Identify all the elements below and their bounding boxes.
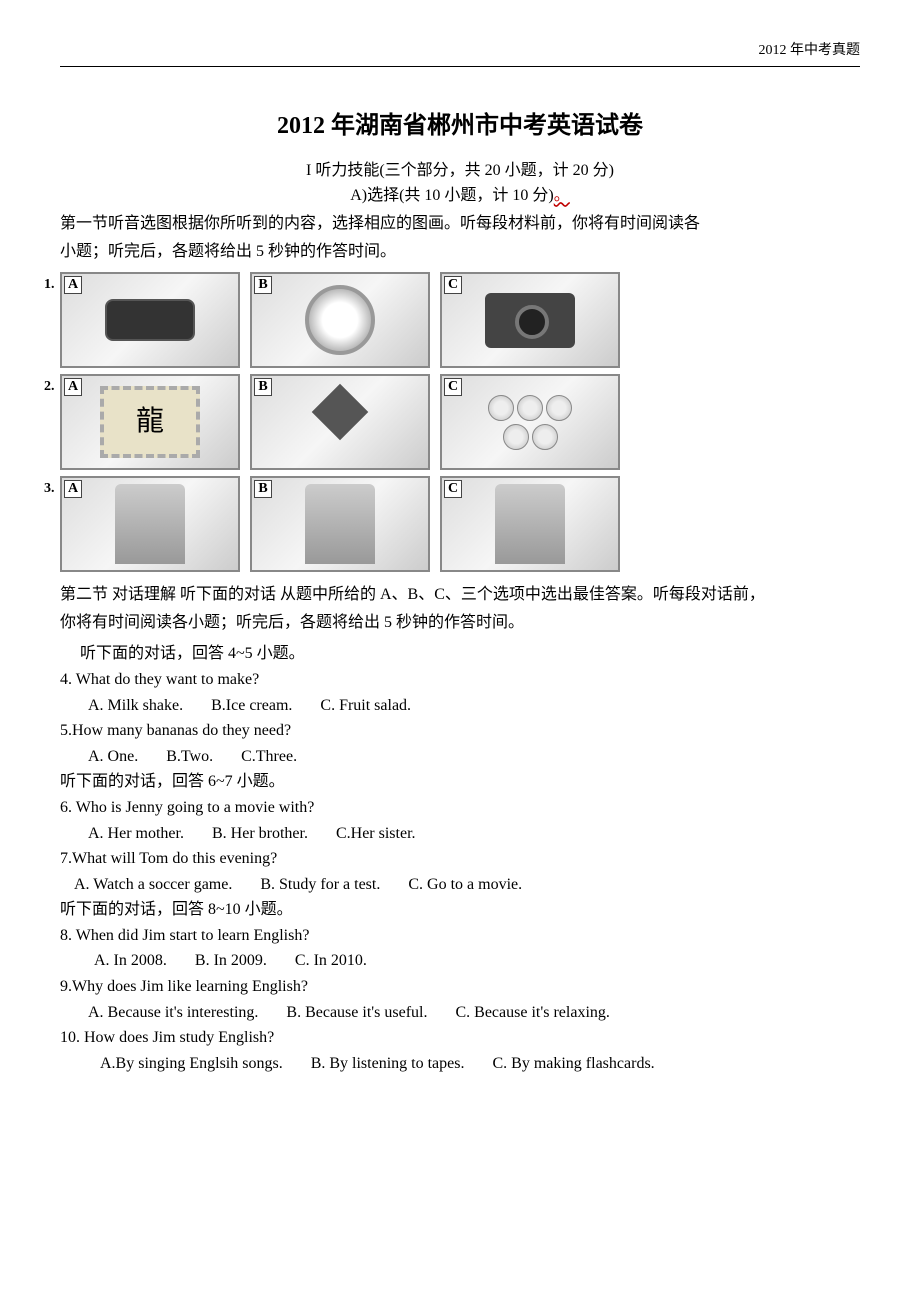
- row-2-number: 2.: [44, 376, 55, 398]
- dialogue-head-2: 听下面的对话，回答 6~7 小题。: [60, 769, 860, 795]
- subtitle-b-dot: 。: [554, 187, 570, 204]
- section2-intro-line1: 第二节 对话理解 听下面的对话 从题中所给的 A、B、C、三个选项中选出最佳答案…: [60, 582, 860, 608]
- image-row-3: 3. A B C: [60, 476, 620, 572]
- q7-opt-b: B. Study for a test.: [260, 872, 380, 898]
- subtitle-b-text: A)选择(共 10 小题，计 10 分): [350, 187, 554, 204]
- image-cell-3b: B: [250, 476, 430, 572]
- q4-opt-b: B.Ice cream.: [211, 693, 292, 719]
- q4-opt-c: C. Fruit salad.: [320, 693, 411, 719]
- question-9: 9.Why does Jim like learning English?: [60, 974, 860, 1000]
- q4-opt-a: A. Milk shake.: [88, 693, 183, 719]
- row-3-number: 3.: [44, 478, 55, 500]
- q5-opt-c: C.Three.: [241, 744, 297, 770]
- q8-opt-a: A. In 2008.: [94, 948, 167, 974]
- image-tag: A: [64, 276, 82, 294]
- question-6-options: A. Her mother. B. Her brother. C.Her sis…: [60, 821, 860, 847]
- question-7: 7.What will Tom do this evening?: [60, 846, 860, 872]
- q6-opt-a: A. Her mother.: [88, 821, 184, 847]
- section2-intro-line2: 你将有时间阅读各小题；听完后，各题将给出 5 秒钟的作答时间。: [60, 610, 860, 636]
- q5-opt-a: A. One.: [88, 744, 138, 770]
- q6-opt-c: C.Her sister.: [336, 821, 416, 847]
- question-10-options: A.By singing Englsih songs. B. By listen…: [60, 1051, 860, 1077]
- image-tag: B: [254, 480, 272, 498]
- question-9-options: A. Because it's interesting. B. Because …: [60, 1000, 860, 1026]
- image-cell-3c: C: [440, 476, 620, 572]
- image-row-2: 2. A 龍 B C: [60, 374, 620, 470]
- q10-opt-b: B. By listening to tapes.: [311, 1051, 465, 1077]
- image-tag: B: [254, 378, 272, 396]
- person-attendant-icon: [495, 484, 565, 564]
- q10-opt-a: A.By singing Englsih songs.: [100, 1051, 283, 1077]
- image-tag: C: [444, 276, 462, 294]
- section1-intro-line1-text: 第一节听音选图根据你所听到的内容，选择相应的图画。听每段材料前，你将有时间阅读各: [60, 215, 700, 232]
- question-6: 6. Who is Jenny going to a movie with?: [60, 795, 860, 821]
- image-cell-2a: A 龍: [60, 374, 240, 470]
- page-header-right: 2012 年中考真题: [60, 40, 860, 66]
- listening-image-grid: 1. A B C 2. A 龍 B C 3.: [60, 272, 620, 572]
- image-cell-1b: B: [250, 272, 430, 368]
- image-tag: A: [64, 378, 82, 396]
- image-row-1: 1. A B C: [60, 272, 620, 368]
- person-police-icon: [305, 484, 375, 564]
- kite-icon: [300, 392, 380, 452]
- exam-subtitle-b: A)选择(共 10 小题，计 10 分)。: [60, 183, 860, 209]
- question-8-options: A. In 2008. B. In 2009. C. In 2010.: [60, 948, 860, 974]
- header-divider: [60, 66, 860, 67]
- q6-opt-b: B. Her brother.: [212, 821, 308, 847]
- q8-opt-c: C. In 2010.: [295, 948, 367, 974]
- question-4: 4. What do they want to make?: [60, 667, 860, 693]
- exam-title: 2012 年湖南省郴州市中考英语试卷: [60, 107, 860, 145]
- question-7-options: A. Watch a soccer game. B. Study for a t…: [60, 872, 860, 898]
- coins-icon: [487, 395, 573, 450]
- q9-opt-c: C. Because it's relaxing.: [455, 1000, 609, 1026]
- question-4-options: A. Milk shake. B.Ice cream. C. Fruit sal…: [60, 693, 860, 719]
- image-cell-1c: C: [440, 272, 620, 368]
- question-10: 10. How does Jim study English?: [60, 1025, 860, 1051]
- person-nurse-icon: [115, 484, 185, 564]
- stamp-icon: 龍: [100, 386, 200, 458]
- phone-icon: [105, 299, 195, 341]
- question-5-options: A. One. B.Two. C.Three.: [60, 744, 860, 770]
- dialogue-head-1: 听下面的对话，回答 4~5 小题。: [60, 641, 860, 667]
- q7-opt-c: C. Go to a movie.: [408, 872, 522, 898]
- image-cell-2b: B: [250, 374, 430, 470]
- image-tag: C: [444, 480, 462, 498]
- question-8: 8. When did Jim start to learn English?: [60, 923, 860, 949]
- question-5: 5.How many bananas do they need?: [60, 718, 860, 744]
- image-cell-2c: C: [440, 374, 620, 470]
- q10-opt-c: C. By making flashcards.: [492, 1051, 654, 1077]
- q9-opt-b: B. Because it's useful.: [286, 1000, 427, 1026]
- q5-opt-b: B.Two.: [166, 744, 213, 770]
- watch-icon: [305, 285, 375, 355]
- dialogue-head-3: 听下面的对话，回答 8~10 小题。: [60, 897, 860, 923]
- q8-opt-b: B. In 2009.: [195, 948, 267, 974]
- q9-opt-a: A. Because it's interesting.: [88, 1000, 258, 1026]
- camera-icon: [485, 293, 575, 348]
- row-1-number: 1.: [44, 274, 55, 296]
- exam-subtitle-a: I 听力技能(三个部分，共 20 小题，计 20 分): [60, 158, 860, 184]
- image-tag: B: [254, 276, 272, 294]
- image-cell-1a: A: [60, 272, 240, 368]
- section1-intro-line1: 第一节听音选图根据你所听到的内容，选择相应的图画。听每段材料前，你将有时间阅读各: [60, 211, 860, 237]
- q7-opt-a: A. Watch a soccer game.: [74, 872, 232, 898]
- section1-intro-line2: 小题；听完后，各题将给出 5 秒钟的作答时间。: [60, 239, 860, 265]
- image-cell-3a: A: [60, 476, 240, 572]
- image-tag: C: [444, 378, 462, 396]
- image-tag: A: [64, 480, 82, 498]
